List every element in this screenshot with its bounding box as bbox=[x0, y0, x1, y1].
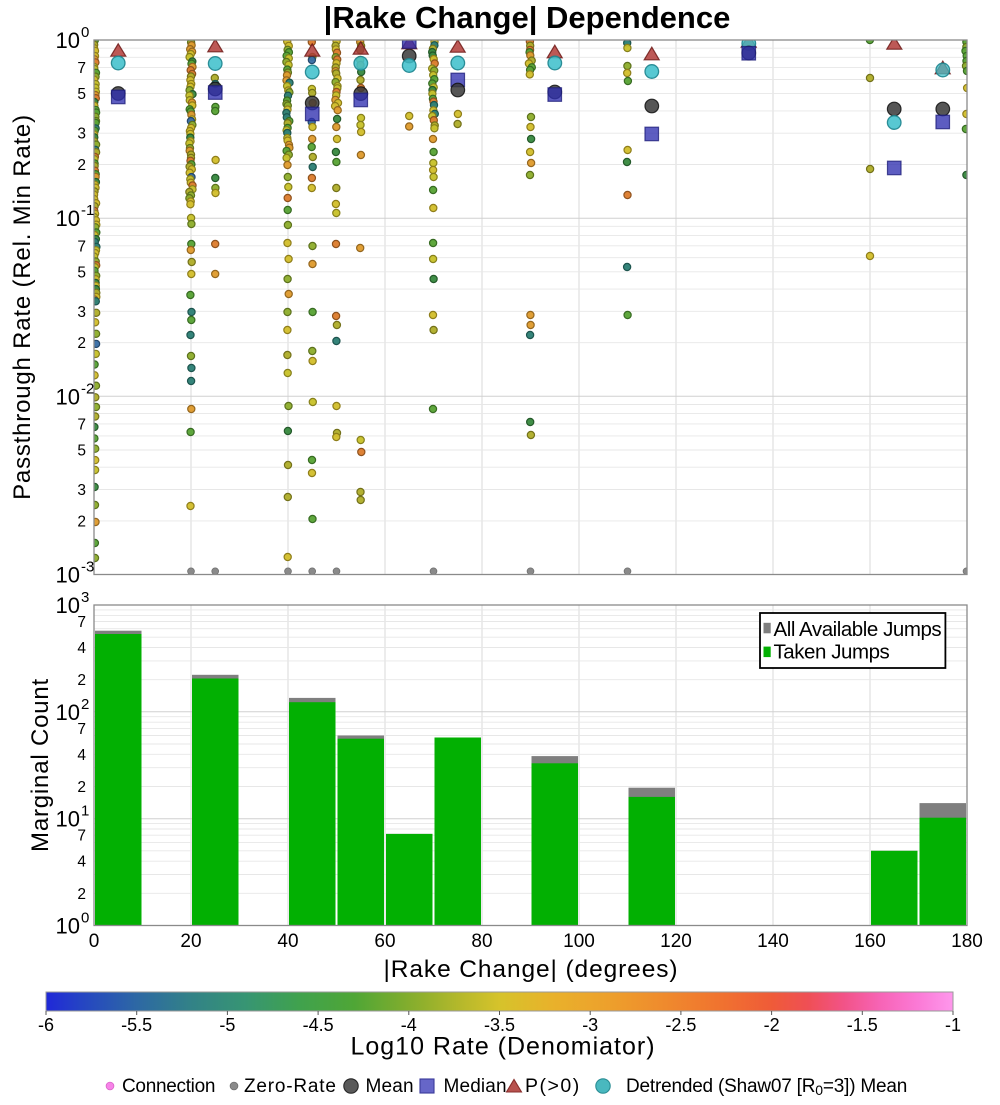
svg-text:4: 4 bbox=[77, 854, 86, 871]
svg-text:5: 5 bbox=[77, 264, 86, 281]
svg-text:60: 60 bbox=[374, 931, 395, 952]
svg-text:180: 180 bbox=[951, 931, 983, 952]
svg-text:140: 140 bbox=[757, 931, 789, 952]
svg-text:10: 10 bbox=[56, 807, 80, 832]
svg-text:5: 5 bbox=[77, 443, 86, 460]
svg-text:2: 2 bbox=[77, 335, 86, 352]
svg-text:7: 7 bbox=[77, 60, 86, 77]
svg-text:7: 7 bbox=[77, 721, 86, 738]
svg-text:-1: -1 bbox=[81, 202, 94, 219]
svg-text:Log10 Rate (Denomiator): Log10 Rate (Denomiator) bbox=[350, 1033, 655, 1061]
svg-text:-3: -3 bbox=[582, 1015, 598, 1035]
svg-text:10: 10 bbox=[56, 593, 80, 618]
svg-text:5: 5 bbox=[77, 86, 86, 103]
svg-text:40: 40 bbox=[277, 931, 298, 952]
svg-text:-3.5: -3.5 bbox=[484, 1015, 515, 1035]
svg-text:-5.5: -5.5 bbox=[121, 1015, 152, 1035]
svg-text:2: 2 bbox=[77, 886, 86, 903]
svg-text:7: 7 bbox=[77, 238, 86, 255]
svg-text:-6: -6 bbox=[38, 1015, 54, 1035]
svg-text:3: 3 bbox=[77, 126, 86, 143]
svg-text:10: 10 bbox=[56, 914, 80, 939]
svg-text:-3: -3 bbox=[81, 559, 94, 576]
svg-text:7: 7 bbox=[77, 614, 86, 631]
svg-text:2: 2 bbox=[77, 157, 86, 174]
svg-text:4: 4 bbox=[77, 640, 86, 657]
svg-text:-5: -5 bbox=[219, 1015, 235, 1035]
svg-text:100: 100 bbox=[563, 931, 595, 952]
svg-text:0: 0 bbox=[89, 931, 100, 952]
svg-text:10: 10 bbox=[56, 206, 80, 231]
svg-text:-1: -1 bbox=[945, 1015, 961, 1035]
svg-text:160: 160 bbox=[854, 931, 886, 952]
svg-text:0: 0 bbox=[81, 24, 89, 41]
svg-text:Passthrough Rate (Rel. Min Rat: Passthrough Rate (Rel. Min Rate) bbox=[9, 114, 36, 500]
svg-text:3: 3 bbox=[81, 589, 89, 606]
svg-text:P(>0): P(>0) bbox=[525, 1075, 581, 1097]
svg-text:Median: Median bbox=[444, 1076, 507, 1097]
svg-text:7: 7 bbox=[77, 416, 86, 433]
svg-text:1: 1 bbox=[81, 803, 89, 820]
svg-text:120: 120 bbox=[660, 931, 692, 952]
svg-text:10: 10 bbox=[56, 700, 80, 725]
svg-text:Marginal Count: Marginal Count bbox=[27, 678, 54, 852]
svg-text:2: 2 bbox=[77, 779, 86, 796]
svg-text:2: 2 bbox=[77, 513, 86, 530]
svg-text:2: 2 bbox=[77, 672, 86, 689]
svg-text:Taken Jumps: Taken Jumps bbox=[774, 641, 890, 664]
svg-text:-4: -4 bbox=[401, 1015, 417, 1035]
svg-text:7: 7 bbox=[77, 828, 86, 845]
svg-text:Zero-Rate: Zero-Rate bbox=[244, 1076, 337, 1097]
svg-text:-2.5: -2.5 bbox=[665, 1015, 696, 1035]
svg-text:-1.5: -1.5 bbox=[847, 1015, 878, 1035]
svg-text:|Rake Change| Dependence: |Rake Change| Dependence bbox=[324, 0, 731, 35]
svg-text:10: 10 bbox=[56, 384, 80, 409]
svg-text:3: 3 bbox=[77, 304, 86, 321]
svg-text:-2: -2 bbox=[81, 380, 94, 397]
svg-text:80: 80 bbox=[471, 931, 492, 952]
svg-text:10: 10 bbox=[56, 563, 80, 588]
svg-text:3: 3 bbox=[77, 482, 86, 499]
svg-text:20: 20 bbox=[180, 931, 201, 952]
svg-text:All Available Jumps: All Available Jumps bbox=[774, 618, 942, 641]
svg-text:0: 0 bbox=[81, 910, 89, 927]
svg-text:|Rake Change| (degrees): |Rake Change| (degrees) bbox=[384, 956, 679, 983]
svg-text:Connection: Connection bbox=[122, 1076, 215, 1097]
svg-text:4: 4 bbox=[77, 747, 86, 764]
svg-text:Detrended (Shaw07 [R0=3]) Mean: Detrended (Shaw07 [R0=3]) Mean bbox=[626, 1076, 907, 1098]
svg-text:10: 10 bbox=[56, 28, 80, 53]
svg-text:Mean: Mean bbox=[366, 1076, 414, 1097]
svg-text:-2: -2 bbox=[764, 1015, 780, 1035]
svg-text:2: 2 bbox=[81, 696, 89, 713]
svg-text:-4.5: -4.5 bbox=[303, 1015, 334, 1035]
